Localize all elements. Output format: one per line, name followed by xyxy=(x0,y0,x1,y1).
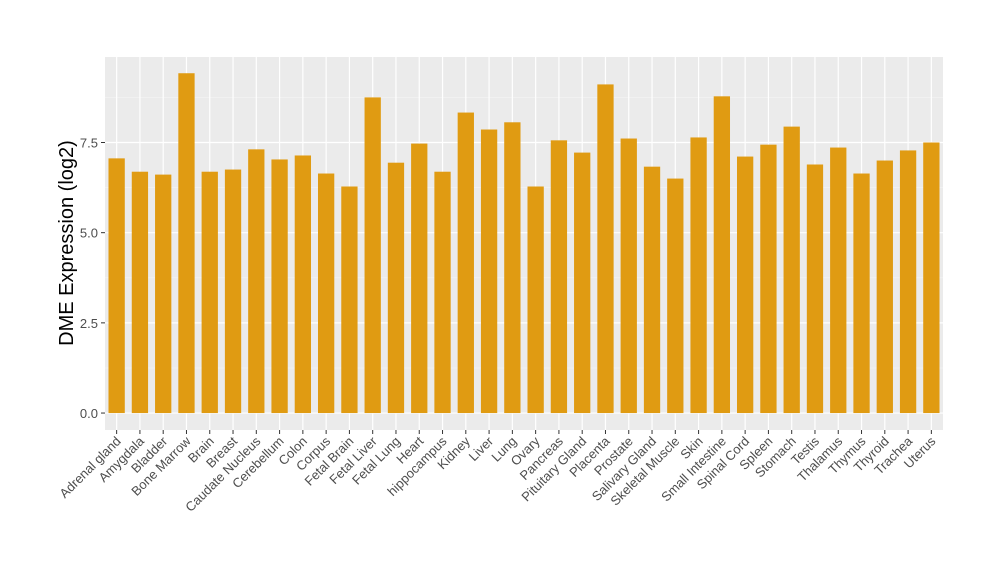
bar-thalamus xyxy=(830,147,847,414)
bar-colon xyxy=(294,155,312,414)
bar-bone-marrow xyxy=(178,73,195,414)
bar-uterus xyxy=(923,142,940,414)
bar-heart xyxy=(411,143,428,414)
bar-lung xyxy=(504,122,521,414)
bar-ovary xyxy=(527,186,544,414)
bar-kidney xyxy=(457,112,474,414)
y-tick-label: 5.0 xyxy=(80,226,98,241)
y-tick-label: 7.5 xyxy=(80,135,98,150)
bar-pancreas xyxy=(550,140,568,414)
bar-skeletal-muscle xyxy=(667,178,684,414)
bar-prostate xyxy=(620,138,637,414)
y-tick-label: 0.0 xyxy=(80,406,98,421)
bar-corpus xyxy=(317,173,335,414)
bar-thyroid xyxy=(876,160,893,414)
bar-fetal-lung xyxy=(387,162,405,414)
bar-skin xyxy=(690,137,707,414)
bar-adrenal-gland xyxy=(108,158,125,414)
bar-small-intestine xyxy=(713,96,731,414)
bar-hippocampus xyxy=(434,171,451,414)
bars xyxy=(108,73,940,414)
bar-thymus xyxy=(853,173,870,414)
bar-testis xyxy=(806,164,824,414)
bar-spleen xyxy=(760,144,777,414)
y-axis-label: DME Expression (log2) xyxy=(56,140,78,346)
bar-fetal-liver xyxy=(364,97,381,414)
bar-fetal-brain xyxy=(341,186,358,414)
bar-amygdala xyxy=(131,171,149,414)
bar-breast xyxy=(224,169,242,414)
bar-trachea xyxy=(899,150,917,414)
bar-placenta xyxy=(597,84,614,414)
y-axis: 0.0 2.5 5.0 7.5 xyxy=(80,135,105,421)
bar-brain xyxy=(201,171,218,414)
bar-stomach xyxy=(783,126,800,414)
bar-liver xyxy=(480,129,498,414)
bar-bladder xyxy=(155,174,172,414)
x-tick-label: Liver xyxy=(466,433,497,464)
y-tick-label: 2.5 xyxy=(80,316,98,331)
bar-spinal-cord xyxy=(736,156,754,414)
bar-pituitary-gland xyxy=(574,152,591,414)
bar-cerebellum xyxy=(271,159,288,414)
bar-salivary-gland xyxy=(643,166,661,414)
bar-caudate-nucleus xyxy=(248,149,265,414)
